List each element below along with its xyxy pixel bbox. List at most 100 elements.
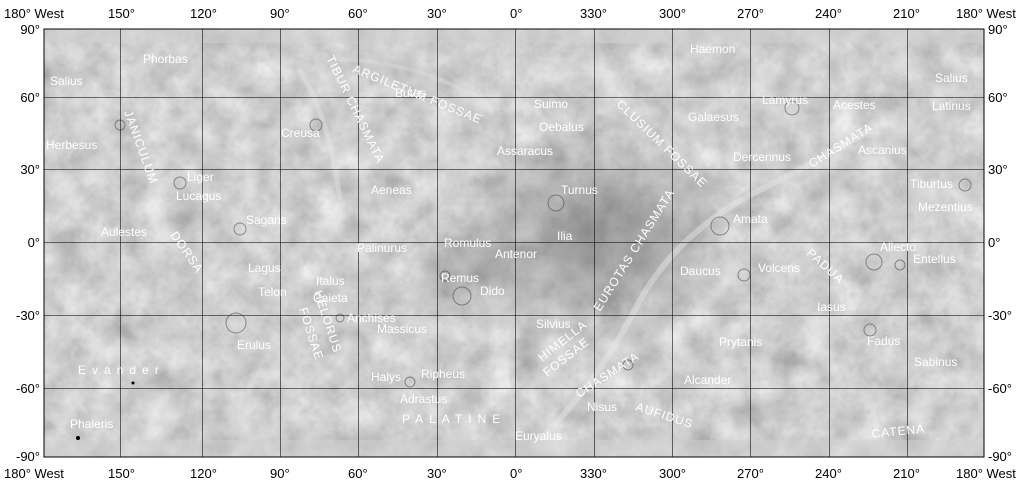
feature-label: Alcander <box>684 373 731 387</box>
bottom-lon-label: 30° <box>427 466 447 481</box>
feature-label: Halys <box>371 370 401 384</box>
feature-label: Tiburtus <box>910 177 953 191</box>
feature-label: Iasus <box>817 300 846 314</box>
top-lon-label: 300° <box>659 6 686 21</box>
feature-label: CATENA <box>871 421 926 441</box>
top-lon-label: 180° West <box>956 6 1016 21</box>
top-lon-label: 120° <box>190 6 217 21</box>
top-lon-label: 330° <box>580 6 607 21</box>
feature-label: Fadus <box>867 334 900 348</box>
bottom-lon-label: 300° <box>659 466 686 481</box>
feature-label: Ascanius <box>858 143 907 157</box>
right-lat-label: 0° <box>988 235 1000 250</box>
left-lat-label: -90° <box>16 449 40 464</box>
feature-label: Dercennus <box>733 150 791 164</box>
feature-label: Lagus <box>248 261 281 275</box>
right-lat-label: 90° <box>988 22 1008 37</box>
feature-label: Liger <box>187 170 214 184</box>
feature-label: Galaesus <box>688 110 739 124</box>
top-lon-label: 30° <box>427 6 447 21</box>
feature-label: Romulus <box>444 236 491 250</box>
top-longitude-axis: 180° West 150° 120° 90° 60° 30° 0° 330° … <box>4 6 1016 21</box>
feature-label: Prytanis <box>719 335 762 349</box>
feature-label: Caieta <box>313 291 348 305</box>
left-lat-label: 30° <box>20 162 40 177</box>
feature-label: Creusa <box>281 126 320 140</box>
top-lon-label: 180° West <box>4 6 64 21</box>
bottom-lon-label: 90° <box>270 466 290 481</box>
feature-label: Evander <box>78 363 165 377</box>
bottom-lon-label: 180° West <box>4 466 64 481</box>
bottom-longitude-axis: 180° West 150° 120° 90° 60° 30° 0° 330° … <box>4 466 1016 481</box>
feature-label: Mezentius <box>918 200 973 214</box>
crater-marks <box>114 100 972 388</box>
top-lon-label: 90° <box>270 6 290 21</box>
feature-label: Adrastus <box>400 392 447 406</box>
bottom-lon-label: 120° <box>190 466 217 481</box>
bottom-lon-label: 150° <box>108 466 135 481</box>
right-latitude-axis: 90° 60° 30° 0° -30° -60° -90° <box>988 22 1012 464</box>
feature-label: Salius <box>935 71 968 85</box>
map-border <box>43 28 985 458</box>
feature-label: Telon <box>258 285 287 299</box>
bottom-lon-label: 210° <box>893 466 920 481</box>
left-lat-label: 0° <box>28 235 40 250</box>
feature-label: Lamyrus <box>762 93 808 107</box>
left-lat-label: 60° <box>20 90 40 105</box>
right-lat-label: -30° <box>988 308 1012 323</box>
feature-label: Salius <box>50 74 83 88</box>
feature-label: Massicus <box>377 322 427 336</box>
feature-label: Remus <box>441 271 479 285</box>
phaleris-marker <box>76 436 80 440</box>
left-lat-label: 90° <box>20 22 40 37</box>
top-lon-label: 270° <box>737 6 764 21</box>
feature-label: Acestes <box>833 98 876 112</box>
feature-label: Suimo <box>534 97 568 111</box>
feature-label: Silvius <box>536 317 571 331</box>
feature-label: Aeneas <box>371 183 412 197</box>
feature-label: Dido <box>480 284 505 298</box>
right-lat-label: 60° <box>988 90 1008 105</box>
bottom-lon-label: 270° <box>737 466 764 481</box>
feature-label: Nisus <box>587 400 617 414</box>
feature-label: Italus <box>316 274 345 288</box>
map-surface <box>44 29 984 457</box>
feature-label: Palinurus <box>357 241 407 255</box>
graticule <box>44 29 984 457</box>
feature-label: Butes <box>395 86 426 100</box>
feature-label: Amata <box>733 212 768 226</box>
bottom-lon-label: 180° West <box>956 466 1016 481</box>
feature-label: Entellus <box>913 252 956 266</box>
top-lon-label: 150° <box>108 6 135 21</box>
feature-label: Erulus <box>237 338 271 352</box>
feature-label: Herbesus <box>46 138 97 152</box>
top-lon-label: 210° <box>893 6 920 21</box>
feature-label: Volcens <box>758 261 800 275</box>
left-lat-label: -60° <box>16 381 40 396</box>
bottom-lon-label: 330° <box>580 466 607 481</box>
feature-label: Allecto <box>880 240 916 254</box>
bottom-lon-label: 60° <box>348 466 368 481</box>
left-lat-label: -30° <box>16 308 40 323</box>
bottom-lon-label: 0° <box>510 466 522 481</box>
bottom-lon-label: 240° <box>815 466 842 481</box>
feature-label: Anchises <box>347 311 396 325</box>
top-lon-label: 60° <box>348 6 368 21</box>
feature-label: Ilia <box>557 229 573 243</box>
feature-label: Daucus <box>680 264 721 278</box>
feature-label: Lucagus <box>176 189 221 203</box>
right-lat-label: -60° <box>988 381 1012 396</box>
feature-label: Phaleris <box>70 417 113 431</box>
top-lon-label: 240° <box>815 6 842 21</box>
feature-label: Phorbas <box>143 52 188 66</box>
feature-label: Sabinus <box>914 355 957 369</box>
feature-label: Antenor <box>495 247 537 261</box>
left-latitude-axis: 90° 60° 30° 0° -30° -60° -90° <box>16 22 40 464</box>
right-lat-label: 30° <box>988 162 1008 177</box>
feature-label: Assaracus <box>497 144 553 158</box>
feature-label: Euryalus <box>515 429 562 443</box>
feature-label: Haemon <box>690 42 735 56</box>
feature-label: Aulestes <box>101 225 147 239</box>
top-lon-label: 0° <box>510 6 522 21</box>
